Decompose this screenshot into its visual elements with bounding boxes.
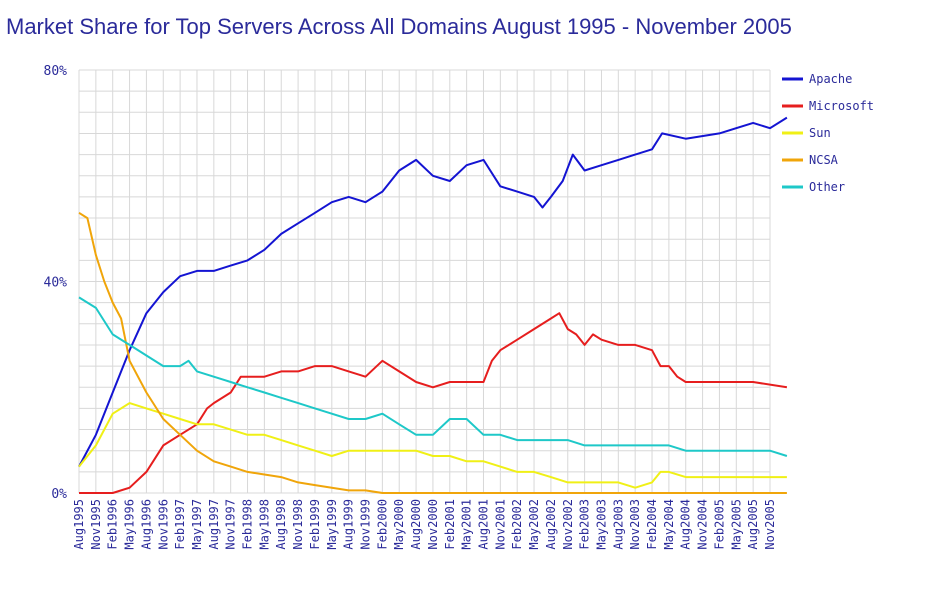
x-tick-label: Aug1999 [342, 499, 356, 550]
y-tick-label: 40% [44, 276, 68, 291]
x-tick-label: Feb2000 [375, 499, 389, 550]
series-line-ncsa [78, 211, 787, 494]
x-tick-label: Feb2002 [510, 499, 524, 550]
x-tick-label: May1996 [123, 499, 137, 550]
x-tick-label: May1997 [190, 499, 204, 550]
series-line-other [78, 296, 788, 457]
legend-label: Other [809, 180, 845, 194]
x-tick-label: Nov1998 [291, 499, 305, 550]
x-tick-label: Nov1996 [156, 499, 170, 550]
x-tick-label: Feb2005 [712, 499, 726, 550]
x-tick-label: Feb2001 [443, 499, 457, 550]
x-tick-label: May2001 [460, 499, 474, 550]
series-line-sun [78, 402, 787, 489]
x-tick-label: Nov2002 [561, 499, 575, 550]
x-tick-label: Aug2001 [476, 499, 490, 550]
x-tick-label: Feb2004 [645, 499, 659, 550]
x-tick-label: Aug1997 [207, 499, 221, 550]
x-tick-label: May2003 [594, 499, 608, 550]
grid [78, 69, 771, 494]
x-tick-label: Nov2000 [426, 499, 440, 550]
x-tick-label: Aug2002 [544, 499, 558, 550]
x-tick-label: Feb1996 [106, 499, 120, 550]
x-tick-label: May1998 [257, 499, 271, 550]
series-lines [78, 116, 788, 494]
series-line-apache [78, 116, 788, 468]
x-tick-label: Nov1997 [224, 499, 238, 550]
x-tick-label: May2000 [392, 499, 406, 550]
x-tick-label: Aug1996 [139, 499, 153, 550]
x-tick-label: Aug2004 [679, 499, 693, 550]
x-tick-label: Feb1998 [241, 499, 255, 550]
legend-label: NCSA [809, 153, 839, 167]
x-tick-label: Nov2001 [493, 499, 507, 550]
x-tick-label: Feb2003 [578, 499, 592, 550]
x-tick-label: May2005 [729, 499, 743, 550]
legend-label: Sun [809, 126, 831, 140]
y-tick-label: 80% [44, 64, 68, 79]
y-axis-ticks: 0% 40% 80% [44, 64, 68, 502]
series-line-microsoft [79, 312, 788, 494]
x-tick-label: Feb1997 [173, 499, 187, 550]
x-tick-label: Nov1995 [89, 499, 103, 550]
x-tick-label: Aug1998 [274, 499, 288, 550]
x-tick-label: Nov1999 [359, 499, 373, 550]
legend: Apache Microsoft Sun NCSA Other [782, 72, 874, 194]
y-tick-label: 0% [51, 487, 67, 502]
x-tick-label: May2004 [662, 499, 676, 550]
legend-label: Microsoft [809, 99, 874, 113]
legend-label: Apache [809, 72, 852, 86]
x-tick-label: Aug2003 [611, 499, 625, 550]
x-axis-ticks: Aug1995 Nov1995 Feb1996 May1996 Aug1996 Nov19… [72, 499, 777, 550]
x-tick-label: Aug1995 [72, 499, 86, 550]
x-tick-label: Aug2000 [409, 499, 423, 550]
x-tick-label: Nov2005 [763, 499, 777, 550]
x-tick-label: May2002 [527, 499, 541, 550]
x-tick-label: Aug2005 [746, 499, 760, 550]
x-tick-label: Feb1999 [308, 499, 322, 550]
x-tick-label: Nov2003 [628, 499, 642, 550]
x-tick-label: May1999 [325, 499, 339, 550]
chart-title: Market Share for Top Servers Across All … [6, 14, 792, 39]
x-tick-label: Nov2004 [696, 499, 710, 550]
